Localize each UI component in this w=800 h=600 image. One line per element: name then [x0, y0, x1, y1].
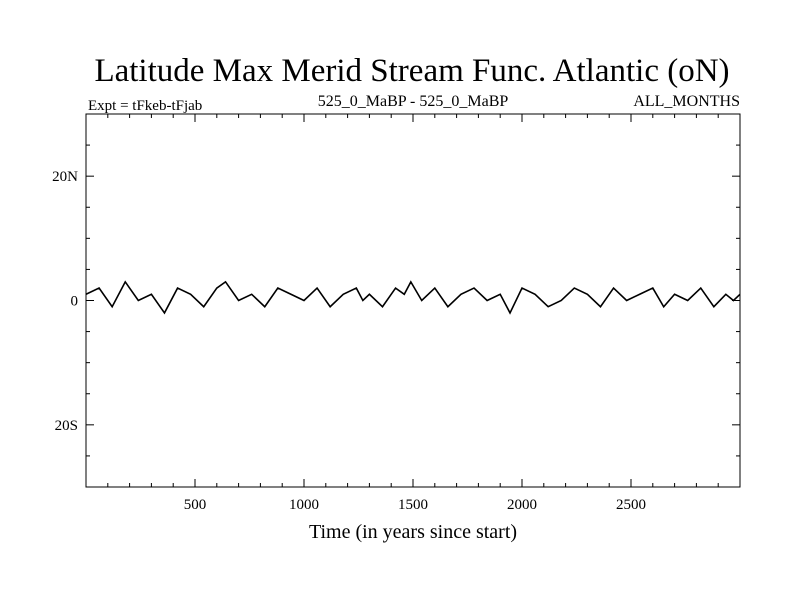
y-tick-label: 20N [52, 169, 78, 185]
period-label: 525_0_MaBP - 525_0_MaBP [318, 93, 509, 110]
x-tick-label: 500 [184, 497, 207, 513]
series-line-0 [86, 280, 740, 315]
experiment-label: Expt = tFkeb-tFjab [88, 98, 202, 114]
x-tick-label: 2500 [616, 497, 646, 513]
x-tick-label: 1500 [398, 497, 428, 513]
x-tick-label: 2000 [507, 497, 537, 513]
plot-frame [85, 113, 741, 488]
x-axis-label: Time (in years since start) [309, 521, 517, 543]
season-label: ALL_MONTHS [633, 93, 740, 110]
chart-title: Latitude Max Merid Stream Func. Atlantic… [94, 53, 729, 89]
y-tick-label: 0 [71, 294, 79, 310]
y-tick-label: 20S [55, 418, 78, 434]
x-tick-label: 1000 [289, 497, 319, 513]
